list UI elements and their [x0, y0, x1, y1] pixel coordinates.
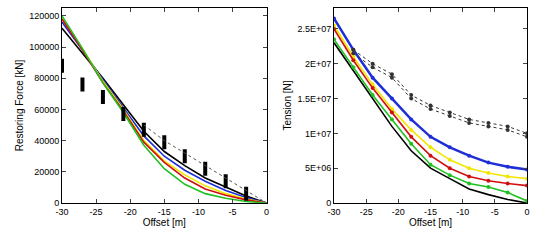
svg-text:Offset [m]: Offset [m] — [143, 217, 186, 228]
svg-text:2E+07: 2E+07 — [305, 59, 331, 69]
svg-text:-25: -25 — [90, 207, 103, 217]
svg-text:40000: 40000 — [34, 136, 59, 146]
svg-text:1E+07: 1E+07 — [305, 129, 331, 139]
svg-text:0: 0 — [54, 198, 59, 208]
svg-text:-20: -20 — [124, 207, 137, 217]
svg-text:60000: 60000 — [34, 105, 59, 115]
svg-text:-15: -15 — [158, 207, 171, 217]
svg-text:-25: -25 — [360, 207, 373, 217]
svg-text:-30: -30 — [55, 207, 68, 217]
svg-text:-10: -10 — [456, 207, 469, 217]
svg-text:120000: 120000 — [29, 11, 59, 21]
svg-text:1.5E+07: 1.5E+07 — [297, 94, 331, 104]
svg-text:-20: -20 — [392, 207, 405, 217]
svg-text:Tension [N]: Tension [N] — [282, 80, 293, 130]
svg-text:-5: -5 — [491, 207, 499, 217]
svg-text:-10: -10 — [192, 207, 205, 217]
svg-text:0: 0 — [264, 207, 269, 217]
svg-text:-5: -5 — [228, 207, 236, 217]
svg-text:-30: -30 — [328, 207, 341, 217]
svg-text:Offset [m]: Offset [m] — [409, 217, 452, 228]
svg-text:Restoring Force [kN]: Restoring Force [kN] — [14, 59, 25, 151]
svg-text:0: 0 — [524, 207, 529, 217]
svg-text:100000: 100000 — [29, 42, 59, 52]
svg-text:2.5E+07: 2.5E+07 — [297, 24, 331, 34]
svg-text:5E+06: 5E+06 — [305, 163, 331, 173]
svg-text:0: 0 — [326, 198, 331, 208]
svg-text:-15: -15 — [424, 207, 437, 217]
svg-text:80000: 80000 — [34, 73, 59, 83]
svg-text:20000: 20000 — [34, 167, 59, 177]
